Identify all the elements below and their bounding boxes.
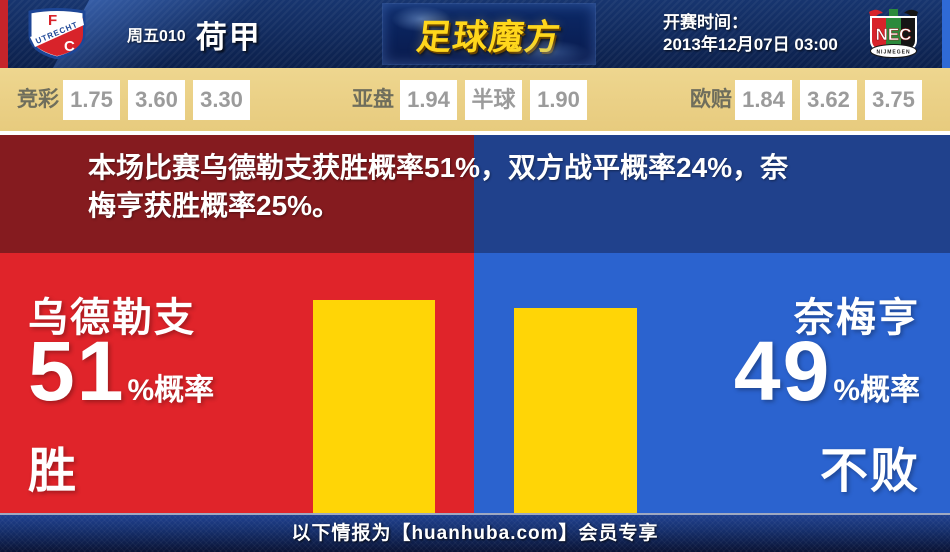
odds-value: 1.75 — [63, 80, 120, 120]
home-outcome: 胜 — [28, 445, 79, 498]
nec-nijmegen-crest-icon: NEC NIJMEGEN — [862, 7, 925, 65]
home-team-name: 乌德勒支 — [28, 296, 196, 340]
odds-value-handicap: 半球 — [465, 80, 522, 120]
summary-bg-away — [474, 135, 950, 253]
odds-value: 3.60 — [128, 80, 185, 120]
league-name: 荷甲 — [195, 19, 262, 55]
away-outcome: 不败 — [819, 445, 920, 498]
away-probability-row: 49 %概率 — [734, 329, 920, 413]
probability-summary: 本场比赛乌德勒支获胜概率51%，双方战平概率24%，奈 梅亨获胜概率25%。 — [88, 149, 898, 225]
home-probability-row: 51 %概率 — [28, 329, 214, 413]
svg-text:NIJMEGEN: NIJMEGEN — [876, 50, 910, 56]
match-info: 周五010 荷甲 — [127, 0, 262, 68]
home-probability-value: 51 — [28, 324, 126, 418]
home-probability-bar — [313, 300, 435, 513]
odds-label-yapan: 亚盘 — [352, 88, 394, 111]
odds-label-jingcai: 竞彩 — [17, 88, 59, 111]
away-team-panel: 奈梅亨 49 %概率 不败 — [474, 253, 950, 513]
home-probability-suffix: %概率 — [127, 374, 215, 407]
away-team-name: 奈梅亨 — [794, 296, 920, 340]
odds-value: 3.75 — [865, 80, 922, 120]
fc-utrecht-crest-icon: UTRECHT F C — [26, 7, 88, 64]
probability-panels: 乌德勒支 51 %概率 胜 奈梅亨 49 %概率 不败 — [0, 253, 950, 513]
summary-bg-home — [0, 135, 474, 253]
match-header: UTRECHT F C 周五010 荷甲 足球魔方 开赛时间： 2013年12月… — [0, 0, 950, 86]
match-code: 周五010 — [127, 28, 186, 45]
brand-logo[interactable]: 足球魔方 — [383, 4, 595, 64]
home-team-panel: 乌德勒支 51 %概率 胜 — [0, 253, 474, 513]
footer-texture — [0, 515, 950, 552]
odds-value: 3.30 — [193, 80, 250, 120]
svg-text:F: F — [48, 12, 57, 29]
summary-line-1: 本场比赛乌德勒支获胜概率51%，双方战平概率24%，奈 — [88, 152, 789, 183]
kickoff-time-block: 开赛时间： 2013年12月07日 03:00 — [663, 12, 838, 56]
odds-value: 3.62 — [800, 80, 857, 120]
footer-bar: 以下情报为【huanhuba.com】会员专享 — [0, 515, 950, 552]
separator-line — [0, 131, 950, 135]
odds-value: 1.84 — [735, 80, 792, 120]
odds-value: 1.90 — [530, 80, 587, 120]
away-probability-bar — [514, 308, 637, 513]
brand-logo-text: 足球魔方 — [414, 17, 564, 57]
header-left-red-strip — [0, 0, 8, 68]
header-right-blue-strip — [942, 0, 950, 68]
footer-separator — [0, 513, 950, 515]
away-probability-suffix: %概率 — [833, 374, 920, 407]
kickoff-time: 2013年12月07日 03:00 — [663, 35, 838, 54]
odds-value: 1.94 — [400, 80, 457, 120]
svg-text:C: C — [64, 38, 75, 55]
kickoff-label: 开赛时间： — [663, 13, 748, 32]
away-probability-value: 49 — [733, 324, 832, 418]
odds-label-oupei: 欧赔 — [690, 88, 732, 111]
footer-promo-text: 以下情报为【huanhuba.com】会员专享 — [291, 523, 659, 544]
svg-text:NEC: NEC — [876, 25, 912, 44]
odds-row: 竞彩 1.75 3.60 3.30 亚盘 1.94 半球 1.90 欧赔 1.8… — [0, 68, 950, 131]
summary-section: 本场比赛乌德勒支获胜概率51%，双方战平概率24%，奈 梅亨获胜概率25%。 — [0, 135, 950, 253]
summary-line-2: 梅亨获胜概率25%。 — [88, 190, 341, 221]
